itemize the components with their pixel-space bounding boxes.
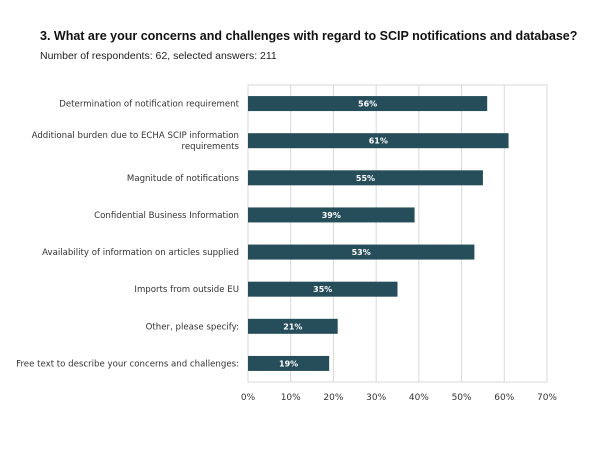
x-tick-label: 70%	[537, 393, 557, 403]
x-tick-label: 40%	[409, 393, 429, 403]
bar-value-label: 19%	[279, 359, 298, 368]
bar	[248, 281, 398, 297]
bar-value-label: 21%	[283, 322, 302, 331]
bar	[248, 133, 509, 149]
bar	[248, 318, 338, 334]
plot-frame	[247, 84, 548, 383]
bar-value-label: 39%	[322, 211, 341, 220]
x-tick-label: 0%	[241, 393, 256, 403]
bar-value-label: 55%	[356, 174, 375, 183]
bar-value-label: 35%	[313, 285, 332, 294]
category-label: Determination of notification requiremen…	[59, 100, 239, 110]
chart-subtitle: Number of respondents: 62, selected answ…	[40, 50, 277, 62]
category-label: Free text to describe your concerns and …	[16, 359, 239, 369]
bar	[248, 244, 475, 260]
category-label: Availability of information on articles …	[42, 248, 239, 258]
bar-value-label: 53%	[352, 248, 371, 257]
x-tick-label: 50%	[452, 393, 472, 403]
chart-title: 3. What are your concerns and challenges…	[40, 29, 578, 43]
bar	[248, 355, 330, 371]
x-tick-label: 10%	[281, 393, 301, 403]
x-tick-label: 20%	[323, 393, 343, 403]
category-label: Magnitude of notifications	[127, 174, 240, 184]
category-label: Other, please specify:	[146, 322, 239, 332]
category-label: Confidential Business Information	[94, 211, 239, 221]
x-tick-label: 60%	[494, 393, 514, 403]
bar-value-label: 56%	[358, 100, 377, 109]
bar	[248, 170, 483, 186]
bar	[248, 207, 415, 223]
bar-value-label: 61%	[369, 137, 388, 146]
x-tick-label: 30%	[366, 393, 386, 403]
category-label: Imports from outside EU	[134, 285, 239, 295]
bar	[248, 96, 488, 112]
category-label: Additional burden due to ECHA SCIP infor…	[32, 131, 240, 152]
